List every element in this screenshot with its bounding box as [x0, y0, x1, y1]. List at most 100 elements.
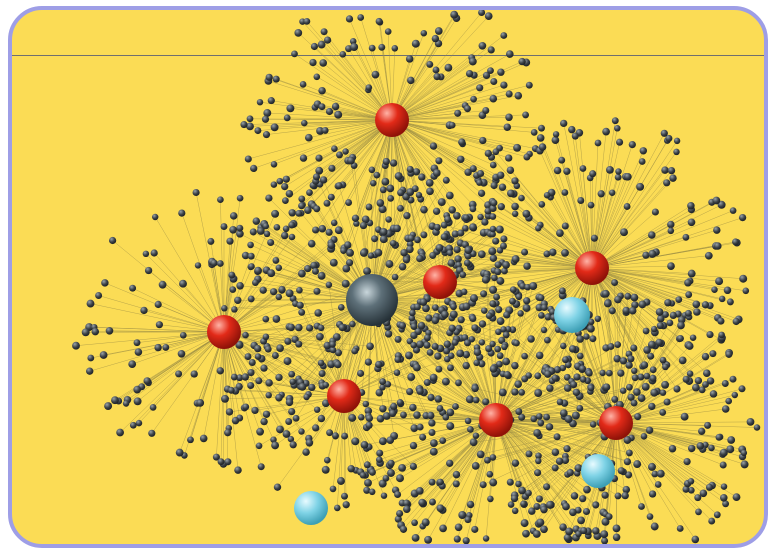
leaf-node [502, 357, 511, 366]
leaf-node [633, 388, 641, 396]
network-edge [408, 355, 497, 421]
leaf-node [307, 239, 316, 248]
leaf-node [649, 366, 657, 374]
leaf-node [481, 218, 489, 226]
leaf-node [406, 245, 414, 254]
leaf-node [318, 86, 326, 95]
leaf-node [563, 384, 572, 392]
leaf-node [236, 374, 244, 382]
leaf-node [162, 343, 170, 351]
leaf-node [622, 306, 630, 315]
leaf-node [657, 314, 665, 323]
network-edge [415, 419, 497, 539]
leaf-node [298, 195, 306, 203]
leaf-node [630, 293, 639, 302]
peripheral-node [554, 297, 590, 333]
leaf-node [625, 471, 633, 479]
leaf-node [394, 356, 402, 363]
leaf-node [597, 190, 605, 198]
leaf-node [498, 388, 507, 397]
leaf-node [477, 213, 484, 221]
leaf-node [319, 176, 328, 184]
network-edge [503, 329, 617, 424]
leaf-node [522, 111, 530, 119]
network-edge [343, 395, 396, 491]
hub-node [207, 315, 241, 349]
leaf-node [376, 449, 384, 457]
leaf-node [642, 327, 650, 335]
leaf-node [409, 462, 417, 470]
leaf-node [144, 266, 153, 275]
leaf-node [538, 201, 546, 208]
leaf-node [335, 182, 343, 190]
network-edge [510, 170, 593, 269]
leaf-node [365, 84, 373, 91]
leaf-node [334, 360, 342, 369]
network-edge [382, 419, 497, 484]
leaf-node [224, 429, 232, 437]
leaf-node [313, 287, 321, 295]
leaf-node [376, 414, 385, 423]
top-rule [12, 55, 764, 56]
leaf-node [411, 519, 418, 527]
leaf-node [468, 57, 477, 66]
leaf-node [429, 498, 436, 506]
network-edge [495, 419, 539, 524]
leaf-node [520, 500, 527, 508]
leaf-node [500, 242, 507, 250]
leaf-node [242, 331, 249, 339]
leaf-node [295, 340, 303, 348]
leaf-node [221, 394, 229, 403]
leaf-node [587, 201, 595, 209]
leaf-node [477, 250, 486, 259]
leaf-node [385, 260, 394, 268]
leaf-node [429, 251, 437, 259]
leaf-node [616, 138, 624, 146]
leaf-node [446, 408, 455, 417]
network-edge [391, 12, 482, 121]
network-edge [231, 390, 345, 397]
hub-node-layer [207, 103, 633, 525]
leaf-node [489, 254, 498, 262]
leaf-node [538, 124, 545, 132]
leaf-node [448, 206, 456, 214]
leaf-node [566, 468, 574, 477]
leaf-node [605, 513, 613, 520]
leaf-node [439, 437, 447, 444]
leaf-node [273, 223, 281, 231]
leaf-node [450, 10, 459, 19]
leaf-node [506, 166, 515, 174]
leaf-node [420, 29, 428, 37]
leaf-node [389, 159, 398, 167]
leaf-node [318, 103, 326, 111]
leaf-node [379, 405, 387, 413]
leaf-node [190, 370, 198, 378]
leaf-node [677, 321, 685, 330]
leaf-node [363, 486, 371, 494]
leaf-node [435, 244, 444, 252]
leaf-node [406, 388, 414, 396]
leaf-node [691, 535, 700, 544]
network-edge [591, 267, 723, 300]
leaf-node [492, 237, 500, 245]
leaf-node [498, 183, 507, 191]
leaf-node [462, 224, 469, 232]
leaf-node [179, 331, 187, 339]
leaf-node [411, 534, 420, 542]
leaf-node [500, 326, 507, 333]
network-edge [328, 119, 393, 233]
hub-node [575, 251, 609, 285]
leaf-node [460, 288, 468, 296]
leaf-node [289, 378, 296, 385]
leaf-node [471, 462, 480, 470]
leaf-node [530, 129, 538, 136]
leaf-node [464, 252, 472, 260]
leaf-node [725, 397, 732, 405]
network-edge [502, 267, 593, 393]
leaf-node [489, 478, 498, 487]
leaf-node [576, 352, 584, 360]
leaf-node [410, 424, 419, 432]
leaf-node [228, 271, 236, 279]
leaf-node [329, 341, 336, 348]
leaf-node [371, 70, 380, 79]
